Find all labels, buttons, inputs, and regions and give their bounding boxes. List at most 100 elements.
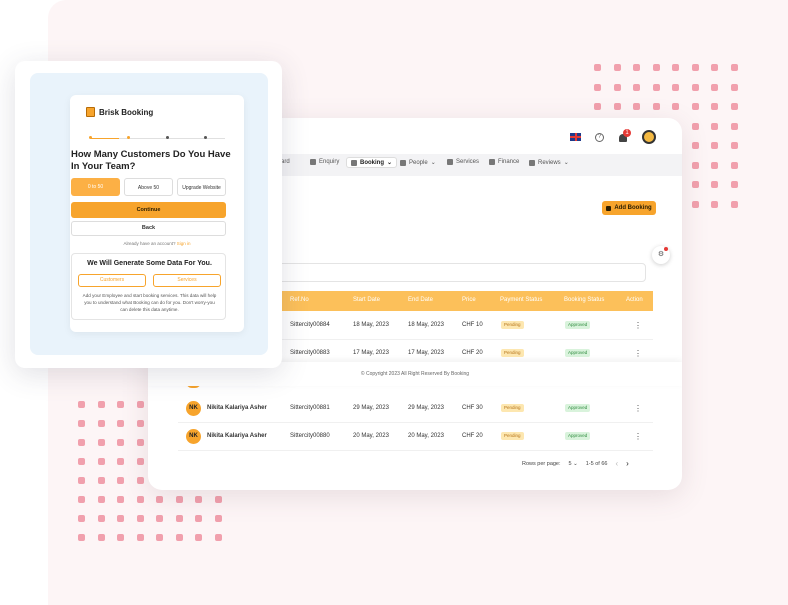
- nav-enquiry[interactable]: Enquiry: [310, 159, 339, 165]
- brand: Brisk Booking: [86, 107, 153, 117]
- decorative-dot: [78, 477, 85, 484]
- option-above-50[interactable]: Above 50: [124, 178, 173, 196]
- decorative-dot: [195, 515, 202, 522]
- avatar: NK: [186, 429, 201, 444]
- nav-people[interactable]: People ⌄: [400, 159, 436, 166]
- continue-button[interactable]: Continue: [71, 202, 226, 218]
- add-booking-label: Add Booking: [614, 205, 652, 211]
- decorative-dot: [711, 103, 718, 110]
- settings-icon: ⚙: [657, 251, 665, 258]
- table-row[interactable]: NK Nikita Kalariya Asher Sittercity00880…: [178, 423, 653, 451]
- decorative-dot: [117, 477, 124, 484]
- reviews-icon: [529, 159, 535, 166]
- decorative-dot: [78, 496, 85, 503]
- notification-badge: 1: [623, 128, 631, 137]
- decorative-dot: [691, 83, 699, 91]
- option-upgrade-website[interactable]: Upgrade Website: [177, 178, 226, 196]
- decorative-dot: [730, 64, 738, 71]
- decorative-dot: [730, 122, 738, 130]
- gear-icon: [447, 159, 453, 165]
- decorative-dot: [652, 83, 660, 91]
- nav-reviews[interactable]: Reviews ⌄: [529, 159, 569, 166]
- help-icon[interactable]: ?: [595, 132, 604, 142]
- user-avatar[interactable]: [642, 130, 656, 144]
- settings-fab[interactable]: ⚙: [652, 246, 670, 264]
- add-booking-icon: [606, 205, 612, 211]
- decorative-dot: [633, 83, 640, 91]
- option-0-to-50[interactable]: 0 to 50: [71, 178, 120, 196]
- page-range: 1-5 of 66: [585, 460, 608, 467]
- decorative-dot: [78, 515, 85, 522]
- decorative-dot: [156, 534, 163, 541]
- booking-status-badge: Approved: [565, 321, 591, 329]
- decorative-dot: [97, 534, 105, 541]
- booking-status-badge: Approved: [565, 432, 591, 440]
- avatar: NK: [186, 401, 201, 416]
- decorative-dot: [117, 439, 124, 446]
- payment-status-badge: Pending: [501, 321, 524, 329]
- decorative-dot: [136, 439, 144, 446]
- col-action: Action: [626, 297, 643, 303]
- decorative-dot: [691, 122, 699, 130]
- start-date-cell: 17 May, 2023: [353, 350, 389, 356]
- price-cell: CHF 10: [462, 322, 483, 328]
- nav-reviews-label: Reviews: [538, 159, 561, 166]
- row-actions-icon[interactable]: ⋮: [634, 404, 642, 413]
- decorative-dot: [711, 64, 718, 71]
- table-row[interactable]: NK Nikita Kalariya Asher Sittercity00881…: [178, 395, 653, 423]
- account-text: Already have an account?: [123, 241, 176, 246]
- prev-page-button[interactable]: ‹: [615, 459, 619, 468]
- decorative-dot: [136, 401, 144, 408]
- account-prompt: Already have an account? Sign in: [70, 241, 244, 246]
- decorative-dot: [633, 64, 640, 71]
- generate-data-box: We Will Generate Some Data For You. Cust…: [71, 253, 226, 320]
- decorative-dot: [136, 534, 144, 541]
- next-page-button[interactable]: ›: [626, 459, 629, 468]
- bell-icon[interactable]: 1: [618, 128, 631, 143]
- decorative-dot: [711, 142, 718, 149]
- services-button[interactable]: Services: [153, 274, 221, 287]
- decorative-dot: [78, 458, 85, 465]
- rows-per-page-select[interactable]: 5 ⌄: [569, 461, 578, 467]
- customers-button[interactable]: Customers: [78, 274, 146, 287]
- nav-services[interactable]: Services: [447, 159, 479, 165]
- decorative-dot: [136, 477, 144, 484]
- ref-cell: Sittercity00883: [290, 350, 330, 356]
- decorative-dot: [711, 122, 718, 130]
- price-cell: CHF 30: [462, 405, 483, 411]
- nav-booking[interactable]: Booking ⌄: [346, 157, 398, 168]
- ref-cell: Sittercity00880: [290, 433, 330, 439]
- nav-finance[interactable]: Finance: [489, 159, 519, 165]
- generate-description: Add your Employee and start booking serv…: [82, 293, 217, 312]
- payment-status-badge: Pending: [501, 349, 524, 357]
- uk-flag-icon[interactable]: [570, 133, 581, 141]
- back-button[interactable]: Back: [71, 221, 226, 236]
- decorative-dot: [691, 64, 699, 71]
- bell-body: [619, 133, 627, 142]
- decorative-dot: [117, 534, 124, 541]
- decorative-dot: [195, 496, 202, 503]
- decorative-dot: [633, 103, 640, 110]
- decorative-dot: [97, 401, 105, 408]
- decorative-dot: [156, 515, 163, 522]
- rows-per-page-value: 5: [568, 460, 572, 467]
- table-row[interactable]: Sittercity00884 18 May, 2023 18 May, 202…: [178, 312, 653, 340]
- row-actions-icon[interactable]: ⋮: [634, 432, 642, 441]
- stepper-line-pending: [119, 137, 225, 139]
- decorative-dot: [613, 83, 621, 91]
- start-date-cell: 18 May, 2023: [353, 322, 389, 328]
- row-actions-icon[interactable]: ⋮: [634, 321, 642, 330]
- payment-status-badge: Pending: [501, 404, 524, 412]
- col-price: Price: [462, 297, 476, 303]
- decorative-dot: [652, 103, 660, 110]
- modal-inner-panel: Brisk Booking How Many Customers Do You …: [30, 73, 268, 355]
- add-booking-button[interactable]: Add Booking: [602, 201, 656, 215]
- sign-in-link[interactable]: Sign in: [176, 241, 191, 246]
- booking-status-badge: Approved: [565, 349, 591, 357]
- col-ref: Ref.No: [290, 297, 309, 303]
- row-actions-icon[interactable]: ⋮: [634, 349, 642, 358]
- decorative-dot: [594, 64, 601, 71]
- ref-cell: Sittercity00881: [290, 405, 330, 411]
- decorative-dot: [594, 83, 601, 91]
